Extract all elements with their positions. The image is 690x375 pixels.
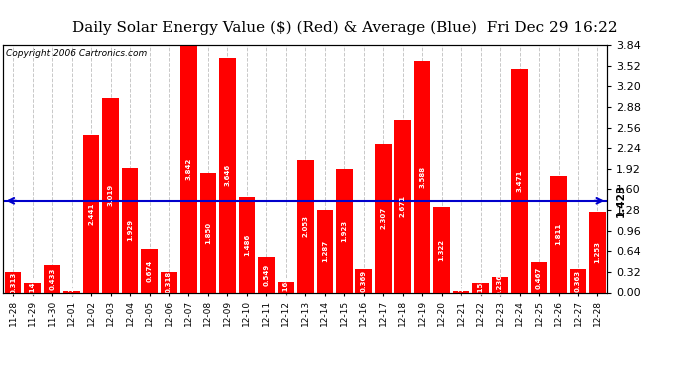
Text: 3.842: 3.842 bbox=[186, 158, 191, 180]
Text: 3.588: 3.588 bbox=[420, 166, 425, 188]
Text: 0.467: 0.467 bbox=[536, 266, 542, 289]
Bar bbox=[24, 284, 41, 292]
Text: 0.318: 0.318 bbox=[166, 271, 172, 293]
Text: 0.313: 0.313 bbox=[10, 271, 16, 294]
Bar bbox=[239, 197, 255, 292]
Text: 1.850: 1.850 bbox=[205, 222, 211, 244]
Text: 1.929: 1.929 bbox=[127, 219, 133, 242]
Text: 0.029: 0.029 bbox=[68, 280, 75, 303]
Bar bbox=[121, 168, 138, 292]
Bar bbox=[258, 257, 275, 292]
Text: 2.671: 2.671 bbox=[400, 195, 406, 217]
Bar bbox=[63, 291, 80, 292]
Text: 0.369: 0.369 bbox=[361, 270, 367, 292]
Bar bbox=[44, 265, 61, 292]
Bar bbox=[5, 272, 21, 292]
Bar bbox=[277, 282, 294, 292]
Bar bbox=[199, 173, 216, 292]
Bar bbox=[433, 207, 450, 292]
Text: 1.423: 1.423 bbox=[616, 184, 627, 218]
Bar bbox=[414, 61, 431, 292]
Text: 1.811: 1.811 bbox=[555, 223, 562, 245]
Bar bbox=[141, 249, 158, 292]
Text: 1.486: 1.486 bbox=[244, 234, 250, 256]
Text: 0.026: 0.026 bbox=[458, 280, 464, 303]
Bar bbox=[550, 176, 566, 292]
Text: 1.923: 1.923 bbox=[342, 219, 347, 242]
Bar bbox=[180, 45, 197, 292]
Text: 1.253: 1.253 bbox=[595, 241, 600, 263]
Text: 2.307: 2.307 bbox=[380, 207, 386, 229]
Text: 0.141: 0.141 bbox=[30, 277, 36, 299]
Bar bbox=[219, 57, 236, 292]
Text: 0.674: 0.674 bbox=[146, 260, 152, 282]
Text: 3.646: 3.646 bbox=[224, 164, 230, 186]
Bar bbox=[297, 160, 313, 292]
Bar bbox=[570, 269, 586, 292]
Bar bbox=[395, 120, 411, 292]
Text: Daily Solar Energy Value ($) (Red) & Average (Blue)  Fri Dec 29 16:22: Daily Solar Energy Value ($) (Red) & Ave… bbox=[72, 21, 618, 35]
Bar bbox=[473, 282, 489, 292]
Text: 2.053: 2.053 bbox=[302, 215, 308, 237]
Text: Copyright 2006 Cartronics.com: Copyright 2006 Cartronics.com bbox=[6, 49, 148, 58]
Text: 0.155: 0.155 bbox=[477, 276, 484, 298]
Text: 2.441: 2.441 bbox=[88, 202, 94, 225]
Text: 1.322: 1.322 bbox=[439, 239, 444, 261]
Text: 0.549: 0.549 bbox=[264, 264, 269, 286]
Text: 0.363: 0.363 bbox=[575, 270, 581, 292]
Bar bbox=[102, 98, 119, 292]
Text: 3.471: 3.471 bbox=[517, 170, 522, 192]
Bar bbox=[375, 144, 391, 292]
Text: 0.433: 0.433 bbox=[49, 267, 55, 290]
Text: 3.019: 3.019 bbox=[108, 184, 114, 206]
Bar bbox=[317, 210, 333, 292]
Text: 0.236: 0.236 bbox=[497, 274, 503, 296]
Text: 1.287: 1.287 bbox=[322, 240, 328, 262]
Bar bbox=[531, 262, 547, 292]
Text: 0.168: 0.168 bbox=[283, 276, 289, 298]
Bar bbox=[492, 277, 509, 292]
Bar bbox=[161, 272, 177, 292]
Bar bbox=[336, 168, 353, 292]
Bar bbox=[453, 291, 469, 292]
Bar bbox=[589, 212, 606, 292]
Bar bbox=[355, 269, 372, 292]
Bar bbox=[83, 135, 99, 292]
Bar bbox=[511, 69, 528, 292]
